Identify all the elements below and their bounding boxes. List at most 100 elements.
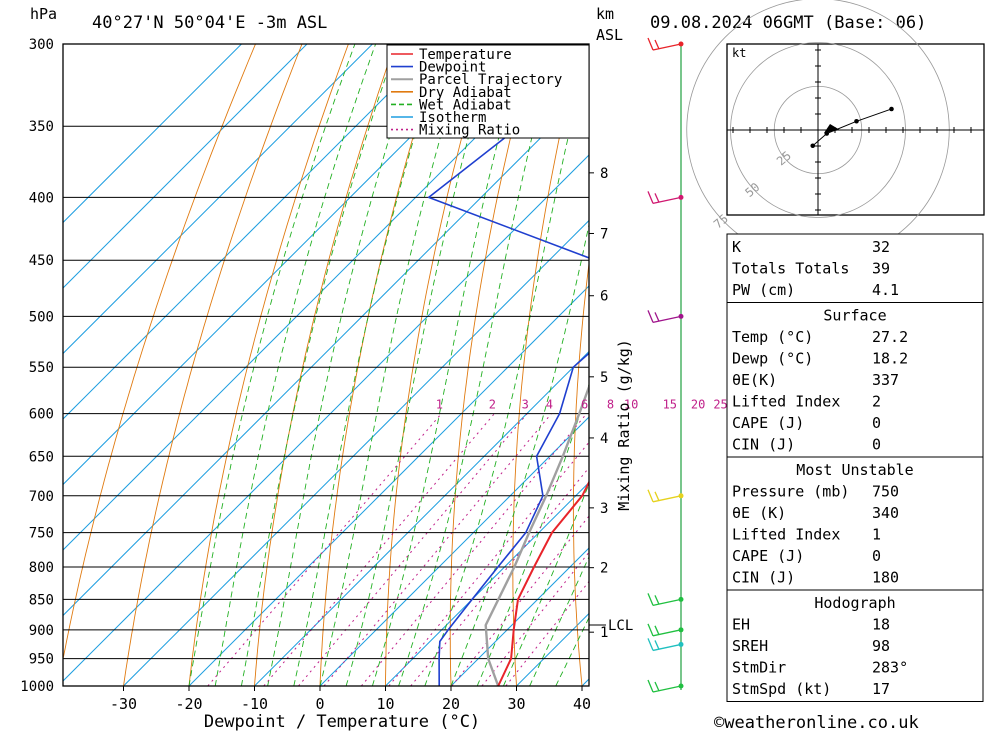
stats-section-title: Most Unstable [796, 461, 913, 479]
km-tick-label: 6 [600, 289, 608, 305]
pressure-tick-label: 400 [29, 190, 54, 206]
pressure-tick-label: 700 [29, 489, 54, 505]
dry-adiabat-line [319, 44, 442, 686]
height-axis: 8 7 6 5 4 3 2 1 LCL [589, 166, 633, 641]
wet-adiabat-line [450, 222, 589, 686]
mixing-ratio-label: 3 [522, 398, 529, 412]
dry-adiabat-line [689, 44, 720, 686]
dry-adiabat-line [188, 44, 349, 686]
km-label: km [596, 5, 614, 23]
stats-section-title: Hodograph [814, 594, 895, 612]
stats-value: 0 [872, 436, 881, 454]
datetime-title: 09.08.2024 06GMT (Base: 06) [650, 13, 926, 33]
stats-value: 180 [872, 569, 899, 587]
mixing-ratio-label: 8 [607, 398, 614, 412]
legend-label: Wet Adiabat [419, 97, 512, 113]
x-tick-label: -20 [175, 695, 202, 713]
profiles [427, 44, 589, 686]
dry-adiabat-line [123, 44, 303, 686]
pressure-tick-label: 350 [29, 119, 54, 135]
stats-label: CAPE (J) [732, 547, 804, 565]
copyright-text: ©weatheronline.co.uk [714, 713, 919, 733]
dry-adiabat-line [632, 44, 673, 686]
hodograph-trace [812, 108, 892, 147]
legend-label: Dry Adiabat [419, 85, 512, 101]
isotherm-line [63, 44, 308, 289]
location-title: 40°27'N 50°04'E -3m ASL [92, 13, 327, 33]
parcel-trajectory-line [484, 383, 589, 686]
isotherm-line [450, 547, 589, 686]
stats-panel: K 32 Totals Totals 39 PW (cm) 4.1 Surface Temp … [726, 233, 984, 702]
pressure-tick-label: 850 [29, 592, 54, 608]
stats-value: 283° [872, 659, 908, 677]
legend-label: Mixing Ratio [419, 123, 520, 139]
pressure-tick-label: 900 [29, 623, 54, 639]
mixing-ratio-label: 4 [546, 398, 553, 412]
x-tick-label: 40 [573, 695, 591, 713]
wind-barb [647, 593, 682, 606]
pressure-tick-label: 950 [29, 652, 54, 668]
stats-value: 27.2 [872, 328, 908, 346]
mixing-ratio-labels: 1 2 3 4 6 8 10 15 20 25 [436, 398, 728, 412]
hodograph-point [889, 106, 894, 112]
isotherm-line [63, 88, 589, 617]
mixing-ratio-label: 20 [691, 398, 705, 412]
asl-label: ASL [596, 26, 623, 44]
wet-adiabat-line [502, 482, 589, 686]
x-tick-label: -10 [241, 695, 268, 713]
mixing-ratio-label: 2 [489, 398, 496, 412]
pressure-tick-label: 750 [29, 526, 54, 542]
wet-adiabat-line [529, 555, 589, 686]
stats-value: 17 [872, 680, 890, 698]
mixing-ratio-label: 6 [581, 398, 588, 412]
stats-value: 750 [872, 483, 899, 501]
wind-barb [647, 638, 682, 652]
dewpoint-line [427, 44, 589, 686]
stats-label: CIN (J) [732, 436, 795, 454]
stats-label: Pressure (mb) [732, 483, 849, 501]
stats-value: 340 [872, 504, 899, 522]
isotherm-line [63, 44, 373, 355]
pressure-tick-label: 550 [29, 360, 54, 376]
hodograph-stats-box [726, 589, 984, 702]
wet-adiabat-line [398, 44, 556, 686]
mixing-ratio-line [451, 515, 589, 686]
stats-label: K [732, 238, 741, 256]
wind-barb [647, 310, 682, 324]
wind-barb [647, 489, 682, 503]
km-tick-label: 4 [600, 431, 608, 447]
pressure-tick-label: 1000 [20, 679, 54, 695]
stats-label: EH [732, 616, 750, 634]
mixing-ratio-line [323, 413, 552, 686]
isotherm-line [63, 154, 589, 682]
wet-adiabat-line [240, 44, 398, 686]
mixing-ratio-label: 15 [663, 398, 677, 412]
mixing-ratio-line [298, 413, 528, 686]
stats-value: 4.1 [872, 281, 899, 299]
isotherm-line [188, 285, 589, 686]
km-tick-label: 2 [600, 561, 608, 577]
stats-value: 39 [872, 260, 890, 278]
wet-adiabat-line [188, 44, 356, 686]
pressure-tick-label: 800 [29, 560, 54, 576]
hodograph-unit-label: kt [732, 46, 746, 60]
stats-value: 18 [872, 616, 890, 634]
pressure-tick-label: 650 [29, 449, 54, 465]
mixing-ratio-label: 1 [436, 398, 443, 412]
stats-label: Totals Totals [732, 260, 849, 278]
mixing-ratio-axis-title: Mixing Ratio (g/kg) [615, 339, 633, 511]
wet-adiabat-line [555, 616, 589, 686]
wind-barbs [647, 37, 684, 693]
temperature-axis: -30 -20 -10 0 10 20 30 40 [110, 686, 591, 713]
stats-value: 337 [872, 371, 899, 389]
isotherm-line [63, 44, 439, 420]
stats-label: Lifted Index [732, 526, 840, 544]
storm-motion-arrow [824, 124, 840, 133]
isotherm-line [319, 416, 589, 686]
km-tick-label: 7 [600, 226, 608, 242]
x-tick-label: 10 [376, 695, 394, 713]
hpa-label: hPa [30, 5, 57, 23]
